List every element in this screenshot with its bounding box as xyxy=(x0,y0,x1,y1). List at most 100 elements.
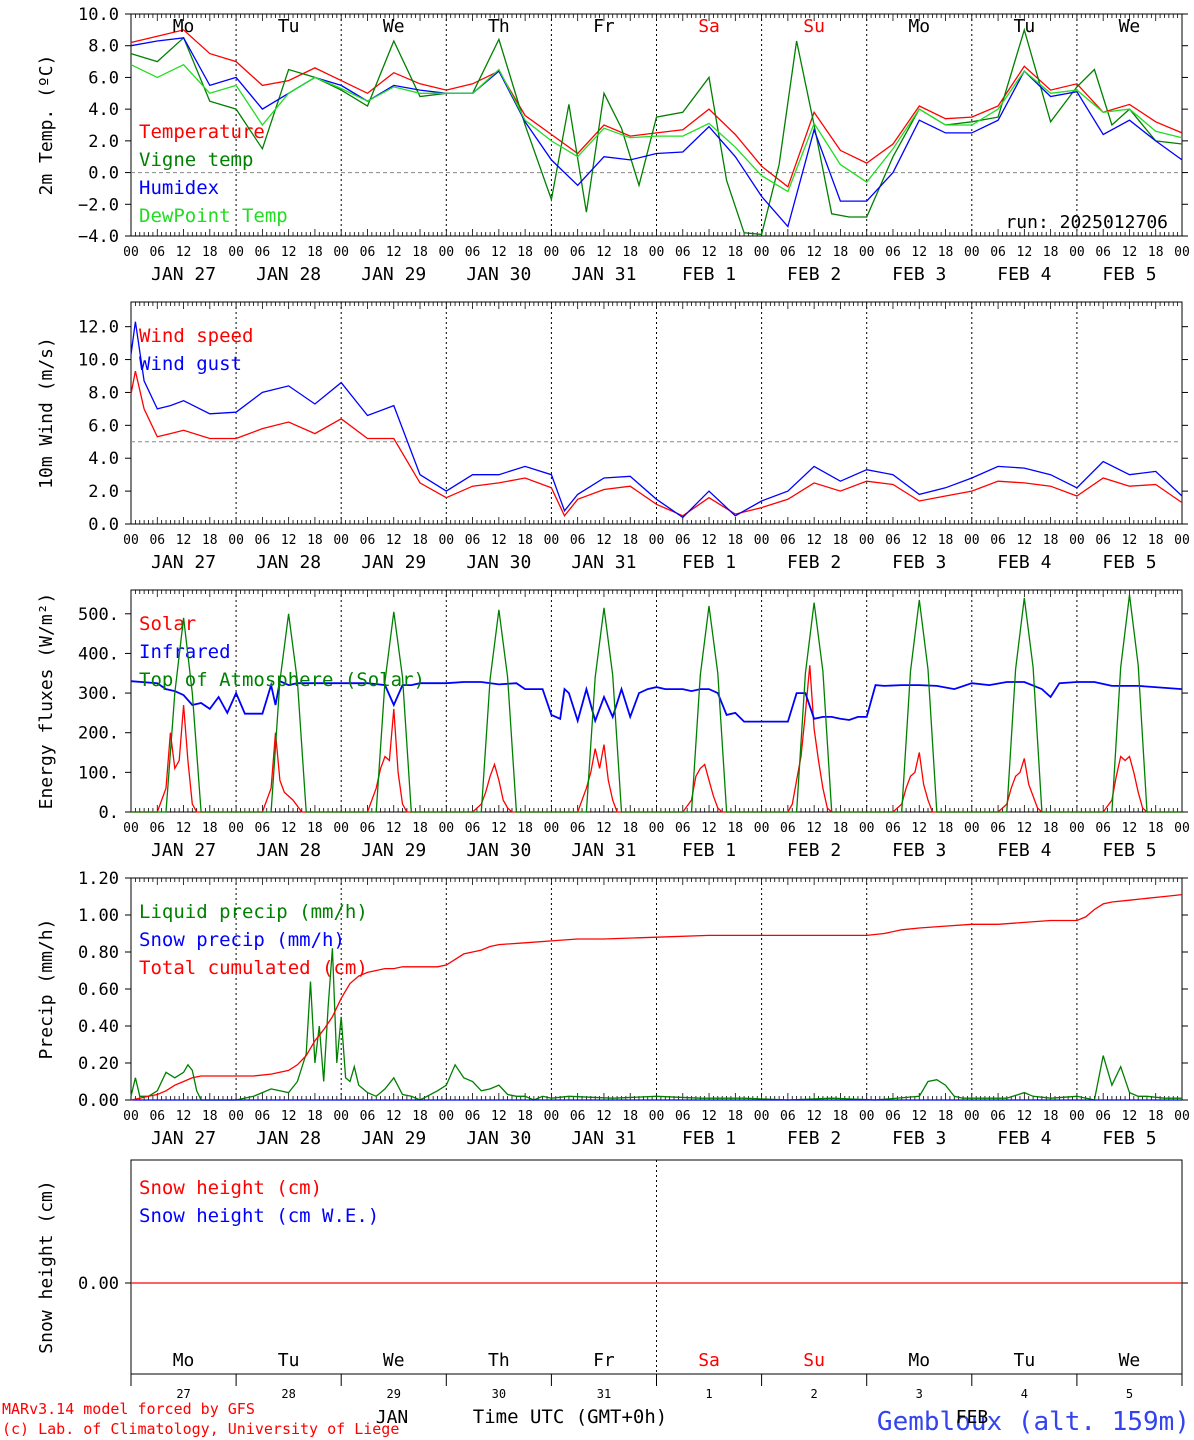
date-label: FEB 4 xyxy=(997,840,1051,861)
hour-tick-label: 00 xyxy=(1174,245,1190,260)
hour-tick-label: 12 xyxy=(911,245,927,260)
date-label: FEB 2 xyxy=(787,552,841,573)
y-tick-label: 0.00 xyxy=(78,1274,119,1294)
date-label: JAN 30 xyxy=(466,264,531,285)
hour-tick-label: 18 xyxy=(307,533,323,548)
hour-tick-label: 12 xyxy=(176,533,192,548)
legend-entry: Temperature xyxy=(139,121,265,143)
day-number-label: 30 xyxy=(492,1387,506,1401)
hour-tick-label: 12 xyxy=(1122,533,1138,548)
weekday-label: Tu xyxy=(278,16,300,37)
hour-tick-label: 18 xyxy=(622,245,638,260)
hour-tick-label: 06 xyxy=(675,245,691,260)
hour-tick-label: 12 xyxy=(806,533,822,548)
y-tick-label: 0.20 xyxy=(78,1054,119,1074)
hour-tick-label: 18 xyxy=(307,245,323,260)
date-label: JAN 29 xyxy=(361,264,426,285)
y-tick-label: 0.00 xyxy=(78,1091,119,1111)
hour-tick-label: 00 xyxy=(544,1109,560,1124)
date-label: JAN 28 xyxy=(256,1128,321,1149)
hour-tick-label: 18 xyxy=(938,245,954,260)
hour-tick-label: 06 xyxy=(780,1109,796,1124)
weekday-label: Tu xyxy=(1014,1350,1036,1371)
hour-tick-label: 00 xyxy=(333,245,349,260)
day-number-label: 4 xyxy=(1021,1387,1028,1401)
legend-entry: Vigne temp xyxy=(139,149,253,171)
bottom-month-left: JAN xyxy=(376,1407,409,1428)
hour-tick-label: 18 xyxy=(202,821,218,836)
hour-tick-label: 12 xyxy=(911,821,927,836)
hour-tick-label: 06 xyxy=(990,1109,1006,1124)
hour-tick-label: 06 xyxy=(360,1109,376,1124)
legend-entry: Solar xyxy=(139,613,196,635)
hour-tick-label: 12 xyxy=(1122,1109,1138,1124)
hour-tick-label: 12 xyxy=(701,533,717,548)
hour-tick-label: 18 xyxy=(307,821,323,836)
date-label: JAN 27 xyxy=(151,264,216,285)
weekday-label: Sa xyxy=(698,1350,720,1371)
y-tick-label: 200. xyxy=(78,724,119,744)
hour-tick-label: 18 xyxy=(517,821,533,836)
hour-tick-label: 06 xyxy=(255,533,271,548)
hour-tick-label: 12 xyxy=(596,821,612,836)
hour-tick-label: 06 xyxy=(360,821,376,836)
hour-tick-label: 00 xyxy=(228,821,244,836)
hour-tick-label: 18 xyxy=(833,245,849,260)
series-line-infrared xyxy=(130,679,1183,724)
hour-tick-label: 06 xyxy=(465,245,481,260)
hour-tick-label: 18 xyxy=(1148,245,1164,260)
weekday-label: Mo xyxy=(908,1350,930,1371)
weekday-label: We xyxy=(1119,16,1141,37)
hour-tick-label: 18 xyxy=(727,533,743,548)
date-label: FEB 5 xyxy=(1102,264,1156,285)
hour-tick-label: 06 xyxy=(885,245,901,260)
hour-tick-label: 06 xyxy=(570,245,586,260)
hour-tick-label: 18 xyxy=(622,1109,638,1124)
date-label: FEB 5 xyxy=(1102,840,1156,861)
weekday-label: Fr xyxy=(593,1350,615,1371)
hour-tick-label: 06 xyxy=(780,533,796,548)
hour-tick-label: 18 xyxy=(1148,821,1164,836)
y-tick-label: −2.0 xyxy=(78,195,119,215)
hour-tick-label: 18 xyxy=(622,821,638,836)
y-tick-label: 12.0 xyxy=(78,318,119,338)
hour-tick-label: 12 xyxy=(386,245,402,260)
day-number-label: 5 xyxy=(1126,1387,1133,1401)
date-label: JAN 29 xyxy=(361,552,426,573)
hour-tick-label: 18 xyxy=(727,821,743,836)
hour-tick-label: 18 xyxy=(202,533,218,548)
series-line-liquid-precip-mm-h- xyxy=(130,948,1182,1101)
hour-tick-label: 12 xyxy=(1122,821,1138,836)
hour-tick-label: 12 xyxy=(176,821,192,836)
y-tick-label: 400. xyxy=(78,644,119,664)
legend-entry: Top of Atmosphere (Solar) xyxy=(139,669,425,691)
series-line-temperature xyxy=(130,29,1183,188)
weekday-label: Th xyxy=(488,16,510,37)
date-label: FEB 4 xyxy=(997,552,1051,573)
series-line-top-of-atmosphere-solar- xyxy=(131,594,1182,813)
hour-tick-label: 18 xyxy=(412,821,428,836)
date-label: FEB 5 xyxy=(1102,552,1156,573)
day-number-label: 28 xyxy=(281,1387,295,1401)
hour-tick-label: 18 xyxy=(517,1109,533,1124)
date-label: JAN 27 xyxy=(151,552,216,573)
y-tick-label: 2.0 xyxy=(88,132,119,152)
hour-tick-label: 06 xyxy=(1095,533,1111,548)
hour-tick-label: 18 xyxy=(1043,245,1059,260)
date-label: FEB 4 xyxy=(997,264,1051,285)
hour-tick-label: 06 xyxy=(675,1109,691,1124)
hour-tick-label: 06 xyxy=(465,821,481,836)
y-tick-label: 0.0 xyxy=(88,515,119,535)
weekday-label: Su xyxy=(803,16,825,37)
hour-tick-label: 12 xyxy=(281,245,297,260)
y-tick-label: 0.80 xyxy=(78,943,119,963)
hour-tick-label: 06 xyxy=(990,245,1006,260)
series-line-wind-speed xyxy=(130,370,1183,518)
hour-tick-label: 00 xyxy=(544,533,560,548)
y-tick-label: 500. xyxy=(78,605,119,625)
date-label: FEB 2 xyxy=(787,1128,841,1149)
hour-tick-label: 00 xyxy=(859,533,875,548)
hour-tick-label: 06 xyxy=(1095,1109,1111,1124)
hour-tick-label: 00 xyxy=(1069,1109,1085,1124)
